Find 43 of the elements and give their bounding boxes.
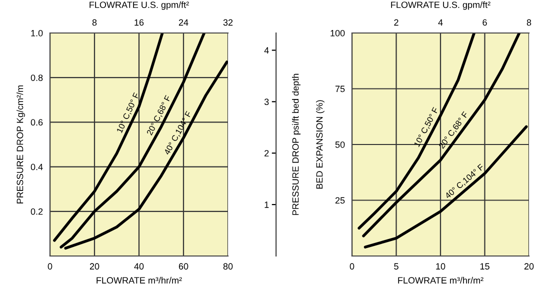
y-tick-label: 100 [330, 30, 345, 36]
x-tick-label: 40 [134, 263, 144, 270]
x2-tick-label: 32 [223, 19, 233, 26]
x-tick-label: 60 [178, 263, 188, 270]
x-tick-label: 80 [223, 263, 233, 270]
y-tick-label: 0.4 [30, 164, 43, 170]
x2-tick-label: 2 [394, 19, 398, 26]
x2-tick-label: 8 [92, 19, 97, 26]
text: 10° C,50° F [414, 106, 440, 148]
x-tick-label: 20 [90, 263, 100, 270]
x2-tick-label: 24 [178, 19, 188, 26]
y2-tick-label: 3 [264, 98, 269, 106]
y-axis-title: BED EXPANSION (%) [316, 100, 324, 189]
x-tick-label: 20 [524, 263, 534, 270]
x-axis-title: FLOWRATE m³/hr/m² [398, 276, 484, 284]
y-tick-label: 0.2 [30, 208, 43, 215]
x-tick-label: 15 [480, 263, 490, 270]
text: 10° C,50° F [116, 92, 140, 134]
x-tick-label: 10 [436, 263, 446, 270]
x2-axis-title: FLOWRATE U.S. gpm/ft² [391, 1, 490, 10]
x2-tick-label: 8 [526, 19, 532, 26]
line-series [53, 33, 164, 242]
y-tick-label: 0.8 [30, 74, 43, 81]
y-axis-title: PRESSURE DROP Kg/cm²/m [16, 85, 25, 204]
y-tick-label: 75 [335, 86, 345, 92]
x2-tick-label: 6 [482, 19, 487, 26]
x2-tick-label: 4 [438, 19, 443, 26]
x-tick-label: 0 [48, 263, 52, 270]
x-tick-label: 5 [394, 263, 398, 270]
y2-tick-label: 2 [264, 150, 269, 156]
x2-tick-label: 16 [134, 19, 144, 26]
y2-axis-title: PRESSURE DROP psi/ft bed depth [292, 74, 300, 215]
line-series [362, 33, 521, 238]
x-axis-title: FLOWRATE m³/hr/m² [96, 276, 182, 284]
x-tick-label: 0 [350, 263, 354, 270]
y-tick-label: 1.0 [31, 30, 43, 36]
line-series [358, 33, 476, 230]
y2-tick-label: 4 [264, 47, 269, 54]
x2-axis-title: FLOWRATE U.S. gpm/ft² [90, 1, 189, 10]
y-tick-label: 0.6 [30, 119, 43, 126]
y-tick-label: 50 [335, 141, 345, 148]
y-tick-label: 25 [335, 197, 345, 204]
y2-tick-label: 1 [264, 202, 269, 208]
